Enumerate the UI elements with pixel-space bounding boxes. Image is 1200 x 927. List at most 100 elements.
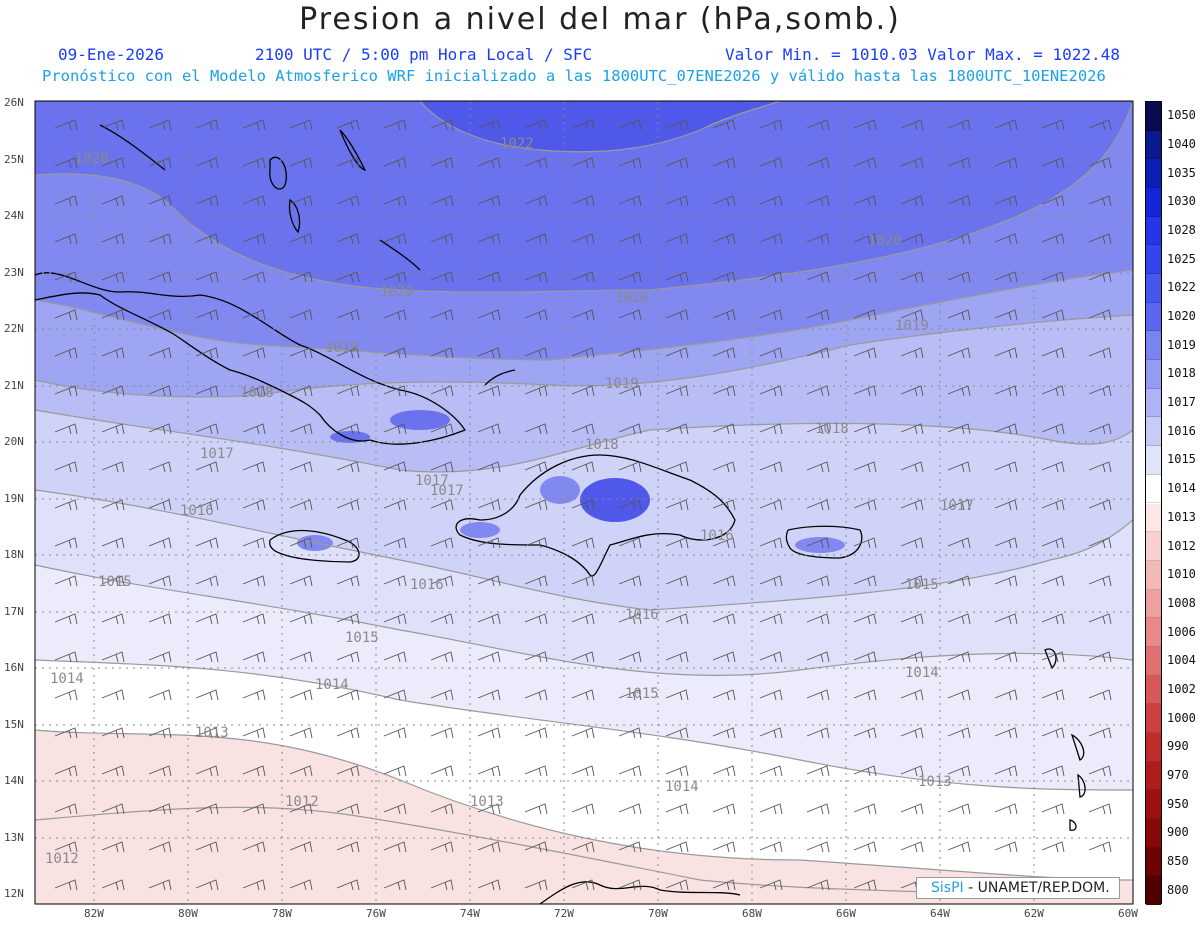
wind-barb xyxy=(618,499,642,511)
wind-barb xyxy=(947,309,971,321)
wind-barb xyxy=(242,119,266,131)
colorbar-swatch xyxy=(1146,560,1161,590)
wind-barb xyxy=(665,651,689,663)
wind-barb xyxy=(242,879,266,891)
wind-barb xyxy=(1088,157,1112,169)
colorbar-swatch xyxy=(1146,732,1161,762)
colorbar-swatch xyxy=(1146,417,1161,447)
wind-barb xyxy=(618,271,642,283)
wind-barb xyxy=(618,461,642,473)
wind-barb xyxy=(289,575,313,587)
wind-barb xyxy=(430,879,454,891)
wind-barb xyxy=(571,195,595,207)
wind-barb xyxy=(289,879,313,891)
lat-label: 20N xyxy=(4,435,24,448)
wind-barb xyxy=(477,309,501,321)
wind-barb xyxy=(242,461,266,473)
wind-barb xyxy=(383,803,407,815)
wind-barb xyxy=(712,537,736,549)
wind-barb xyxy=(336,879,360,891)
wind-barb xyxy=(900,803,924,815)
wind-barb xyxy=(994,309,1018,321)
contour-label: 1014 xyxy=(905,665,939,681)
wind-barb xyxy=(101,765,125,777)
colorbar-label: 1025 xyxy=(1167,251,1196,266)
wind-barb xyxy=(336,499,360,511)
lat-label: 16N xyxy=(4,661,24,674)
wind-barb xyxy=(430,347,454,359)
wind-barb xyxy=(148,309,172,321)
wind-barb xyxy=(900,309,924,321)
colorbar-label: 1014 xyxy=(1167,481,1196,496)
wind-barb xyxy=(853,119,877,131)
wind-barb xyxy=(618,575,642,587)
colorbar-swatch xyxy=(1146,388,1161,418)
wind-barb xyxy=(853,651,877,663)
wind-barb xyxy=(947,423,971,435)
contour-label: 1013 xyxy=(918,774,952,790)
wind-barb xyxy=(618,195,642,207)
wind-barb xyxy=(571,727,595,739)
wind-barb xyxy=(430,841,454,853)
lat-label: 26N xyxy=(4,96,24,109)
wind-barb xyxy=(665,309,689,321)
wind-barb xyxy=(430,233,454,245)
wind-barb xyxy=(54,385,78,397)
wind-barb xyxy=(195,537,219,549)
contour-label: 1016 xyxy=(410,577,444,593)
wind-barb xyxy=(853,423,877,435)
wind-barb xyxy=(994,423,1018,435)
wind-barb xyxy=(947,689,971,701)
colorbar-label: 1004 xyxy=(1167,653,1196,668)
wind-barb xyxy=(242,195,266,207)
contour-label: 1014 xyxy=(665,779,699,795)
colorbar-swatch xyxy=(1146,130,1161,160)
wind-barb xyxy=(759,499,783,511)
colorbar-swatch xyxy=(1146,589,1161,619)
contour-label: 1017 xyxy=(200,446,234,462)
wind-barb xyxy=(195,727,219,739)
colorbar-swatch xyxy=(1146,761,1161,791)
wind-barb xyxy=(712,765,736,777)
wind-barb xyxy=(759,233,783,245)
wind-barb xyxy=(195,575,219,587)
wind-barb xyxy=(336,461,360,473)
contour-label: 1016 xyxy=(180,503,214,519)
wind-barb xyxy=(1041,385,1065,397)
wind-barb xyxy=(289,347,313,359)
wind-barb xyxy=(101,423,125,435)
wind-barb xyxy=(148,575,172,587)
wind-barb xyxy=(336,537,360,549)
colorbar-label: 1006 xyxy=(1167,624,1196,639)
wind-barb xyxy=(665,195,689,207)
wind-barb xyxy=(571,613,595,625)
wind-barb xyxy=(618,765,642,777)
wind-barb xyxy=(759,651,783,663)
wind-barb xyxy=(994,157,1018,169)
wind-barb xyxy=(806,803,830,815)
wind-barb xyxy=(759,689,783,701)
wind-barb xyxy=(289,803,313,815)
colorbar-label: 1002 xyxy=(1167,681,1196,696)
wind-barb xyxy=(759,195,783,207)
contour-label: 1017 xyxy=(415,473,449,489)
wind-barb xyxy=(477,537,501,549)
wind-barb xyxy=(289,841,313,853)
wind-barb xyxy=(101,841,125,853)
wind-barb xyxy=(806,309,830,321)
wind-barb xyxy=(947,575,971,587)
wind-barb xyxy=(477,803,501,815)
wind-barb xyxy=(1088,689,1112,701)
wind-barb xyxy=(242,613,266,625)
lesser-antilles-4 xyxy=(1069,819,1077,831)
wind-barb xyxy=(430,461,454,473)
wind-barb xyxy=(101,651,125,663)
wind-barb xyxy=(195,879,219,891)
contour-label: 1015 xyxy=(625,686,659,702)
wind-barb xyxy=(665,157,689,169)
wind-barb xyxy=(900,271,924,283)
wind-barb xyxy=(524,803,548,815)
lat-label: 14N xyxy=(4,774,24,787)
colorbar-label: 990 xyxy=(1167,739,1189,754)
colorbar-swatch xyxy=(1146,102,1161,131)
